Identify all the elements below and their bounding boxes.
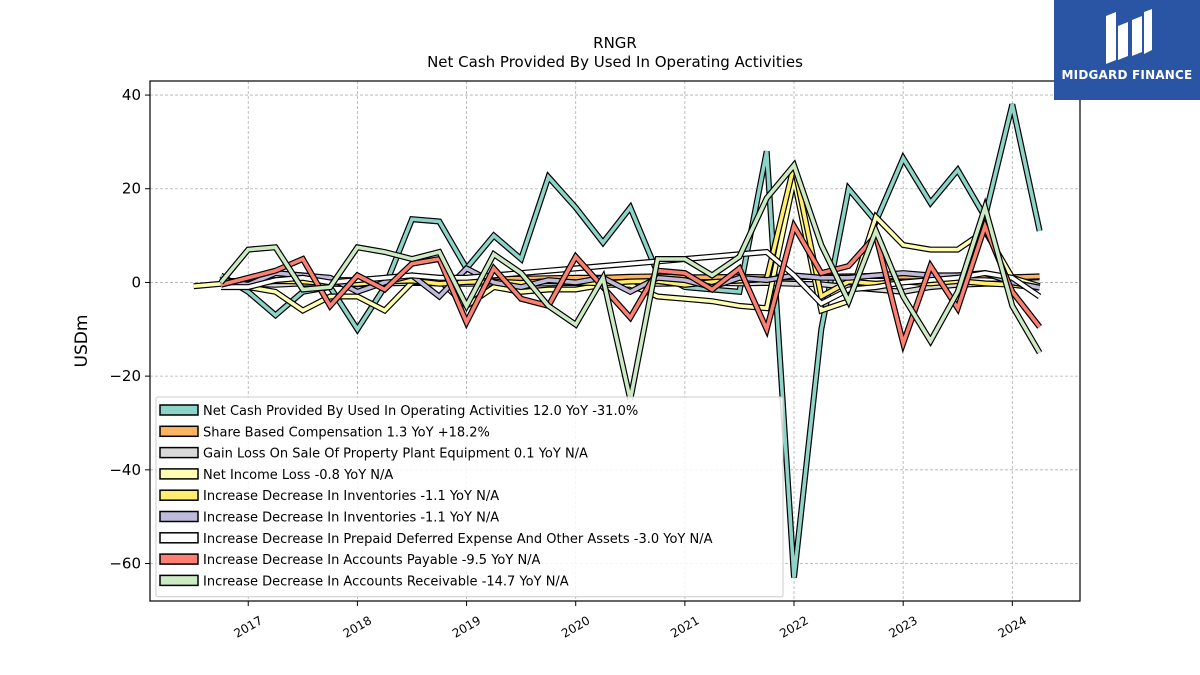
legend-label: Net Income Loss -0.8 YoY N/A (203, 468, 393, 483)
legend-swatch (159, 404, 199, 416)
legend-label: Increase Decrease In Inventories -1.1 Yo… (203, 511, 499, 526)
legend-label: Net Cash Provided By Used In Operating A… (203, 404, 638, 419)
legend-swatch (159, 468, 199, 480)
logo-text: MIDGARD FINANCE (1061, 68, 1193, 82)
legend-box (155, 396, 784, 598)
legend: Net Cash Provided By Used In Operating A… (155, 396, 784, 598)
y-tick-label: −60 (109, 555, 141, 573)
legend-label: Increase Decrease In Accounts Payable -9… (203, 553, 541, 568)
legend-swatch (159, 489, 199, 501)
legend-swatch (159, 510, 199, 523)
y-tick-label: 40 (122, 86, 141, 104)
plot-frame (149, 80, 1081, 602)
chart-subtitle: Net Cash Provided By Used In Operating A… (427, 53, 803, 71)
legend-item: Increase Decrease In Prepaid Deferred Ex… (159, 532, 713, 547)
legend-item: Gain Loss On Sale Of Property Plant Equi… (159, 446, 588, 462)
y-axis-label: USDm (72, 315, 92, 368)
legend-label: Share Based Compensation 1.3 YoY +18.2% (203, 425, 490, 440)
midgard-logo-icon (1106, 9, 1152, 64)
series-line-stroke (221, 250, 1041, 306)
y-tick-label: −20 (109, 367, 141, 385)
legend-item: Net Income Loss -0.8 YoY N/A (159, 468, 393, 483)
series-line-6 (221, 248, 1042, 308)
logo: MIDGARD FINANCE (1054, 0, 1200, 100)
x-axis: 2017 2018 2019 2020 2021 2022 2023 2024 (232, 601, 1029, 641)
legend-label: Increase Decrease In Inventories -1.1 Yo… (203, 489, 499, 504)
x-tick-label: 2018 (341, 613, 374, 640)
y-tick-label: 20 (122, 180, 141, 198)
legend-item: Net Cash Provided By Used In Operating A… (159, 404, 638, 419)
legend-item: Increase Decrease In Inventories -1.1 Yo… (159, 489, 499, 504)
legend-item: Increase Decrease In Inventories -1.1 Yo… (159, 510, 499, 526)
x-tick-label: 2020 (559, 613, 592, 640)
legend-swatch (159, 532, 199, 544)
x-tick-label: 2019 (450, 613, 483, 640)
legend-label: Increase Decrease In Prepaid Deferred Ex… (203, 532, 713, 547)
legend-item: Share Based Compensation 1.3 YoY +18.2% (159, 425, 490, 440)
legend-swatch (159, 446, 199, 459)
y-tick-label: −40 (109, 461, 141, 479)
legend-label: Gain Loss On Sale Of Property Plant Equi… (203, 447, 588, 462)
series-line-7 (220, 217, 1042, 354)
legend-item: Increase Decrease In Accounts Payable -9… (159, 553, 541, 568)
y-tick-label: 0 (131, 273, 141, 291)
legend-label: Increase Decrease In Accounts Receivable… (203, 574, 569, 589)
x-tick-label: 2022 (777, 613, 810, 640)
series-line-0 (219, 103, 1043, 578)
series-line-stroke (220, 266, 1040, 299)
legend-item: Increase Decrease In Accounts Receivable… (159, 574, 569, 589)
series-line-stroke (220, 103, 1042, 578)
chart-title: RNGR (593, 34, 637, 52)
legend-swatch (159, 574, 199, 587)
x-tick-label: 2024 (996, 613, 1029, 640)
series-line-stroke (220, 221, 1042, 350)
y-axis: 40 20 0 −20 −40 −60 (109, 86, 150, 573)
legend-swatch (159, 425, 199, 438)
x-tick-label: 2017 (232, 613, 265, 640)
series-line-5 (220, 264, 1041, 301)
x-tick-label: 2023 (886, 613, 919, 640)
x-tick-label: 2021 (668, 613, 701, 640)
legend-swatch (159, 553, 199, 565)
